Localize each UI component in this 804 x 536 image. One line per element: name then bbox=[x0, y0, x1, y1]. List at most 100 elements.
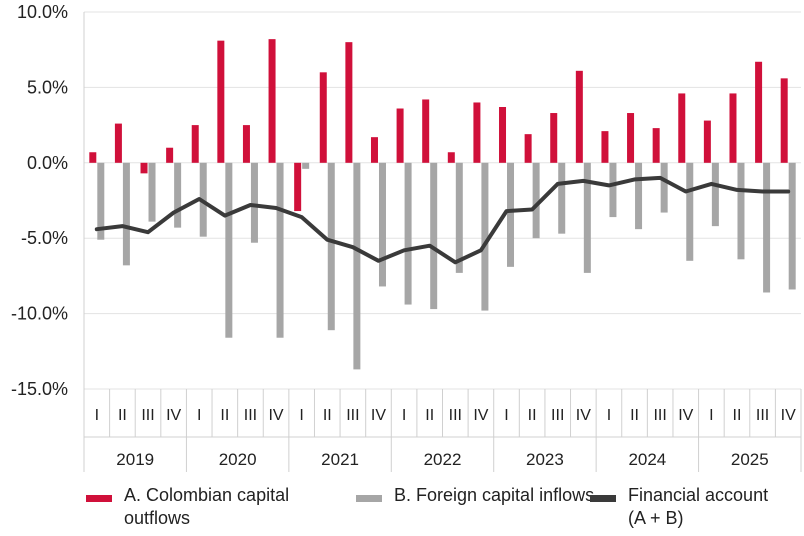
line-point bbox=[274, 206, 278, 210]
legend-item-financial-account: Financial account (A + B) bbox=[590, 484, 804, 530]
bar-inflows bbox=[788, 162, 796, 290]
bar-outflows bbox=[370, 137, 378, 163]
quarter-label: III bbox=[653, 407, 666, 424]
bar-series bbox=[89, 39, 796, 370]
bar-inflows bbox=[148, 162, 156, 222]
line-point bbox=[402, 248, 406, 252]
quarter-label: III bbox=[756, 407, 769, 424]
legend-item-inflows: B. Foreign capital inflows bbox=[356, 484, 604, 507]
bar-outflows bbox=[627, 113, 635, 163]
quarter-label: I bbox=[95, 407, 99, 424]
legend-swatch-outflows bbox=[86, 495, 112, 502]
quarter-label: I bbox=[402, 407, 406, 424]
line-point bbox=[146, 230, 150, 234]
line-financial-account bbox=[94, 175, 791, 265]
line-series bbox=[94, 175, 791, 265]
bar-inflows bbox=[430, 162, 438, 310]
bar-outflows bbox=[473, 102, 481, 163]
quarter-label: III bbox=[141, 407, 154, 424]
bar-inflows bbox=[276, 162, 284, 338]
bar-outflows bbox=[114, 123, 122, 163]
bar-outflows bbox=[191, 125, 199, 163]
bar-inflows bbox=[609, 162, 617, 218]
bar-inflows bbox=[455, 162, 463, 273]
line-point bbox=[300, 215, 304, 219]
bar-inflows bbox=[532, 162, 540, 239]
year-label: 2022 bbox=[424, 450, 462, 469]
quarter-label: II bbox=[323, 407, 332, 424]
y-tick-label: -10.0% bbox=[11, 304, 68, 324]
year-label: 2020 bbox=[219, 450, 257, 469]
y-tick-label: 5.0% bbox=[27, 77, 68, 97]
year-label: 2024 bbox=[628, 450, 666, 469]
line-point bbox=[581, 179, 585, 183]
bar-outflows bbox=[422, 99, 430, 163]
line-point bbox=[428, 244, 432, 248]
legend-label-outflows: A. Colombian capital outflows bbox=[124, 485, 290, 528]
line-point bbox=[325, 238, 329, 242]
bar-inflows bbox=[378, 162, 386, 287]
bar-inflows bbox=[327, 162, 335, 331]
bar-outflows bbox=[550, 113, 558, 163]
bar-outflows bbox=[345, 42, 353, 163]
bar-inflows bbox=[711, 162, 719, 227]
bar-outflows bbox=[703, 120, 711, 163]
line-point bbox=[197, 197, 201, 201]
line-point bbox=[479, 248, 483, 252]
chart-grid bbox=[84, 11, 801, 390]
quarter-label: II bbox=[425, 407, 434, 424]
bar-inflows bbox=[635, 162, 643, 230]
legend-label-inflows: B. Foreign capital inflows bbox=[394, 485, 595, 505]
bar-inflows bbox=[97, 162, 105, 240]
year-label: 2025 bbox=[731, 450, 769, 469]
quarter-label: I bbox=[607, 407, 611, 424]
line-point bbox=[248, 203, 252, 207]
quarter-label: I bbox=[709, 407, 713, 424]
line-point bbox=[505, 209, 509, 213]
line-point bbox=[735, 188, 739, 192]
quarter-label: II bbox=[733, 407, 742, 424]
line-point bbox=[761, 189, 765, 193]
bar-outflows bbox=[678, 93, 686, 163]
quarter-label: IV bbox=[473, 407, 488, 424]
quarter-label: I bbox=[504, 407, 508, 424]
line-point bbox=[607, 183, 611, 187]
quarter-label: III bbox=[551, 407, 564, 424]
line-point bbox=[684, 189, 688, 193]
bar-outflows bbox=[601, 131, 609, 163]
quarter-label: III bbox=[449, 407, 462, 424]
bar-outflows bbox=[524, 134, 532, 163]
quarter-label: III bbox=[244, 407, 257, 424]
y-tick-label: 10.0% bbox=[17, 2, 68, 22]
bar-outflows bbox=[140, 162, 148, 174]
quarter-label: II bbox=[118, 407, 127, 424]
year-label: 2021 bbox=[321, 450, 359, 469]
bar-inflows bbox=[686, 162, 694, 261]
bar-inflows bbox=[660, 162, 668, 213]
bar-inflows bbox=[353, 162, 361, 370]
quarter-label: IV bbox=[371, 407, 386, 424]
quarter-label: I bbox=[197, 407, 201, 424]
bar-outflows bbox=[319, 72, 327, 163]
x-axis: I II III IV I II III IV I II III IV I II III IV I II III IV… bbox=[83, 389, 802, 472]
bar-outflows bbox=[89, 152, 97, 163]
line-point bbox=[172, 211, 176, 215]
legend-swatch-inflows bbox=[356, 495, 382, 502]
bar-outflows bbox=[755, 61, 763, 163]
year-label: 2019 bbox=[116, 450, 154, 469]
bar-outflows bbox=[268, 39, 276, 163]
quarter-label: I bbox=[299, 407, 303, 424]
bar-inflows bbox=[481, 162, 489, 311]
bar-inflows bbox=[583, 162, 591, 273]
line-point bbox=[120, 224, 124, 228]
bar-inflows bbox=[225, 162, 233, 338]
bar-inflows bbox=[737, 162, 745, 260]
bar-outflows bbox=[294, 162, 302, 212]
bar-inflows bbox=[558, 162, 566, 234]
line-point bbox=[453, 260, 457, 264]
line-point bbox=[95, 227, 99, 231]
legend-label-financial-account: Financial account (A + B) bbox=[628, 485, 769, 528]
bar-inflows bbox=[302, 162, 310, 169]
line-point bbox=[786, 189, 790, 193]
line-point bbox=[376, 259, 380, 263]
